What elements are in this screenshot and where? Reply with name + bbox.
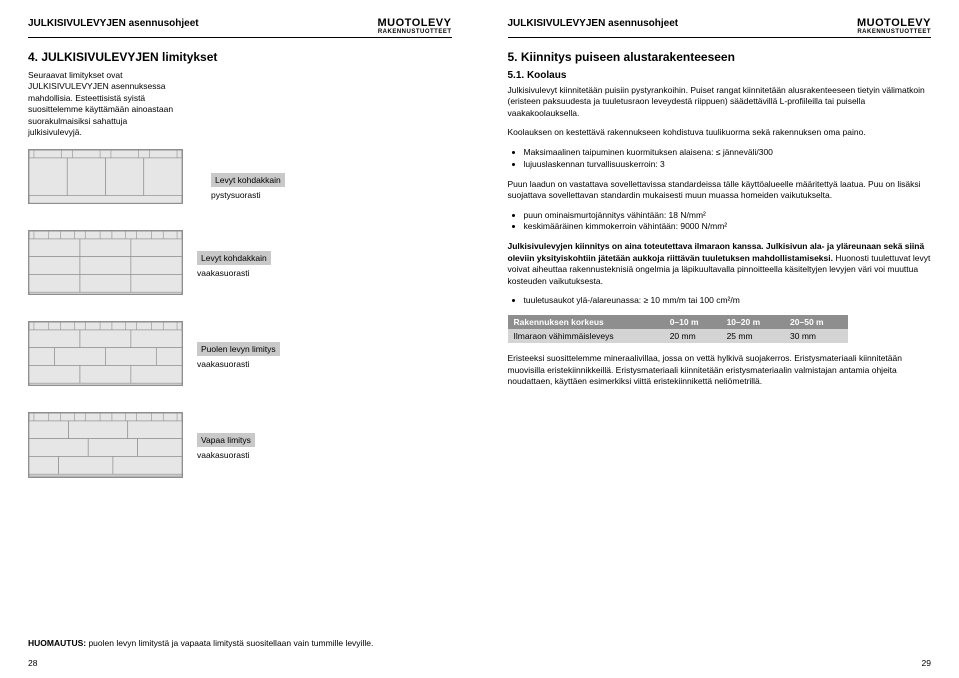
header-right: JULKISIVULEVYJEN asennusohjeet MUOTOLEVY… [508,18,932,38]
logo-sub-r: RAKENNUSTUOTTEET [857,29,931,35]
figure-2-sub: vaakasuorasti [197,266,271,278]
logo: MUOTOLEVY RAKENNUSTUOTTEET [378,18,452,35]
table-cell: 30 mm [784,329,847,343]
figure-1-label: Levyt kohdakkain [211,173,285,187]
table-row: Rakennuksen korkeus 0–10 m 10–20 m 20–50… [508,315,848,329]
table-cell: Ilmaraon vähimmäisleveys [508,329,664,343]
footnote: HUOMAUTUS: puolen levyn limitystä ja vap… [28,638,452,648]
table-cell: Rakennuksen korkeus [508,315,664,329]
para-5-1-e: Eristeeksi suosittelemme mineraalivillaa… [508,353,932,387]
table-cell: 20 mm [664,329,721,343]
page-number-right: 29 [922,658,931,668]
left-content: 4. JULKISIVULEVYJEN limitykset Seuraavat… [28,50,452,504]
bullet-list-1: Maksimaalinen taipuminen kuormituksen al… [508,147,932,171]
figure-4-sub: vaakasuorasti [197,448,255,460]
figure-2-label: Levyt kohdakkain [197,251,271,265]
figure-4-caption: Vapaa limitys vaakasuorasti [197,430,255,460]
figure-3-label: Puolen levyn limitys [197,342,280,356]
doc-header-title: JULKISIVULEVYJEN asennusohjeet [28,18,199,29]
logo-sub: RAKENNUSTUOTTEET [378,29,452,35]
figure-1 [28,149,183,204]
figure-3-sub: vaakasuorasti [197,357,280,369]
right-content: 5. Kiinnitys puiseen alustarakenteeseen … [508,50,932,396]
footnote-body: puolen levyn limitystä ja vapaata limity… [86,638,373,648]
table-cell: 10–20 m [721,315,784,329]
page-number-left: 28 [28,658,37,668]
table-cell: 0–10 m [664,315,721,329]
table-cell: 20–50 m [784,315,847,329]
table-row: Ilmaraon vähimmäisleveys 20 mm 25 mm 30 … [508,329,848,343]
doc-header-title-r: JULKISIVULEVYJEN asennusohjeet [508,18,679,29]
bullet-item: Maksimaalinen taipuminen kuormituksen al… [524,147,932,159]
figure-3 [28,321,183,386]
bullet-list-2: puun ominaismurtojännitys vähintään: 18 … [508,210,932,234]
page-right: JULKISIVULEVYJEN asennusohjeet MUOTOLEVY… [480,0,959,678]
page-left: JULKISIVULEVYJEN asennusohjeet MUOTOLEVY… [0,0,480,678]
logo-r: MUOTOLEVY RAKENNUSTUOTTEET [857,18,931,35]
section-4-intro: Seuraavat limitykset ovat JULKISIVULEVYJ… [28,70,183,139]
para-5-1-c: Puun laadun on vastattava sovellettaviss… [508,179,932,202]
para-5-1-a: Julkisivulevyt kiinnitetään puisiin pyst… [508,85,932,119]
section-5-heading: 5. Kiinnitys puiseen alustarakenteeseen [508,50,932,64]
para-5-1-d: Julkisivulevyjen kiinnitys on aina toteu… [508,241,932,287]
footnote-prefix: HUOMAUTUS: [28,638,86,648]
bullet-item: tuuletusaukot ylä-/alareunassa: ≥ 10 mm/… [524,295,932,307]
ventilation-table: Rakennuksen korkeus 0–10 m 10–20 m 20–50… [508,315,848,343]
table-cell: 25 mm [721,329,784,343]
para-5-1-b: Koolauksen on kestettävä rakennukseen ko… [508,127,932,138]
logo-main: MUOTOLEVY [378,18,452,29]
figure-1-sub: pystysuorasti [211,188,285,200]
figure-1-caption: Levyt kohdakkain pystysuorasti [211,170,285,204]
header: JULKISIVULEVYJEN asennusohjeet MUOTOLEVY… [28,18,452,38]
bullet-item: puun ominaismurtojännitys vähintään: 18 … [524,210,932,222]
bullet-list-3: tuuletusaukot ylä-/alareunassa: ≥ 10 mm/… [508,295,932,307]
figure-4-label: Vapaa limitys [197,433,255,447]
figure-2-caption: Levyt kohdakkain vaakasuorasti [197,248,271,278]
figure-3-caption: Puolen levyn limitys vaakasuorasti [197,339,280,369]
bullet-item: keskimääräinen kimmokerroin vähintään: 9… [524,221,932,233]
figure-2 [28,230,183,295]
figure-4 [28,412,183,477]
section-4-heading: 4. JULKISIVULEVYJEN limitykset [28,50,452,64]
section-5-1-heading: 5.1. Koolaus [508,70,932,81]
bullet-item: lujuuslaskennan turvallisuuskerroin: 3 [524,159,932,171]
logo-main-r: MUOTOLEVY [857,18,931,29]
